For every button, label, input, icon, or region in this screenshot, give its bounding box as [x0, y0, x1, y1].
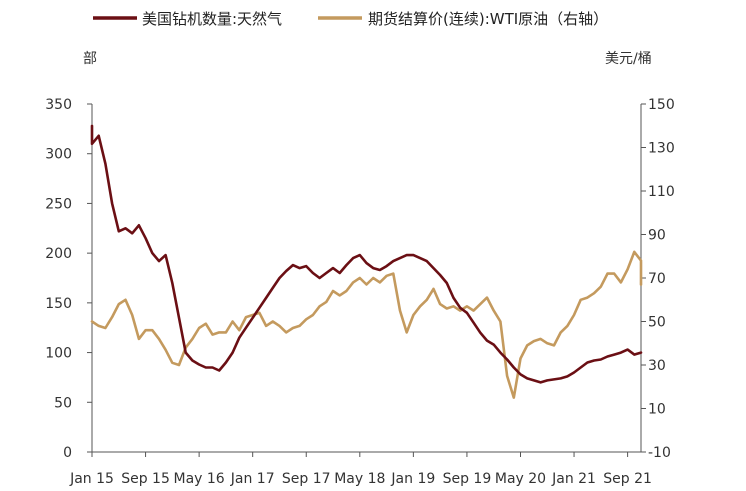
left-axis-unit: 部: [83, 51, 97, 67]
left-tick-label: 250: [45, 196, 72, 212]
right-tick-label: -10: [648, 445, 671, 461]
left-tick-label: 350: [45, 97, 72, 113]
legend: 美国钻机数量:天然气 期货结算价(连续):WTI原油（右轴）: [93, 10, 608, 28]
right-tick-label: 110: [648, 184, 675, 200]
series-lines: [90, 124, 643, 399]
x-tick-label: Jan 15: [69, 471, 114, 487]
legend-label-rig-count: 美国钻机数量:天然气: [142, 10, 282, 28]
right-tick-label: 70: [648, 271, 666, 287]
x-tick-label: May 18: [334, 471, 385, 487]
x-tick-label: Sep 17: [282, 471, 331, 487]
x-tick-label: Jan 17: [230, 471, 275, 487]
series-line-wti: [90, 250, 643, 399]
left-tick-label: 200: [45, 246, 72, 262]
left-tick-label: 300: [45, 147, 72, 163]
legend-label-wti: 期货结算价(连续):WTI原油（右轴）: [368, 10, 608, 28]
x-tick-label: Jan 21: [551, 471, 596, 487]
left-tick-label: 100: [45, 346, 72, 362]
x-tick-label: Sep 15: [121, 471, 170, 487]
axes: [91, 104, 642, 453]
right-tick-label: 10: [648, 402, 666, 418]
right-tick-label: 130: [648, 141, 675, 157]
x-tick-label: Jan 19: [390, 471, 435, 487]
x-tick-label: May 16: [174, 471, 225, 487]
right-axis-unit: 美元/桶: [605, 51, 652, 67]
right-tick-label: 150: [648, 97, 675, 113]
x-tick-label: Sep 19: [443, 471, 492, 487]
left-tick-label: 150: [45, 296, 72, 312]
right-axis-ticks: -10 10 30 50 70 90 110 130 150: [641, 97, 675, 461]
right-tick-label: 30: [648, 358, 666, 374]
right-tick-label: 90: [648, 228, 666, 244]
right-tick-label: 50: [648, 315, 666, 331]
x-axis-ticks: Jan 15 Sep 15 May 16 Jan 17 Sep 17 May 18 Jan …: [69, 452, 652, 487]
left-tick-label: 0: [63, 445, 72, 461]
left-axis-ticks: 0 50 100 150 200 250 300 350: [45, 97, 92, 461]
left-tick-label: 50: [54, 395, 72, 411]
series-line-rig-count: [90, 124, 643, 384]
x-tick-label: May 20: [495, 471, 546, 487]
x-tick-label: Sep 21: [603, 471, 652, 487]
